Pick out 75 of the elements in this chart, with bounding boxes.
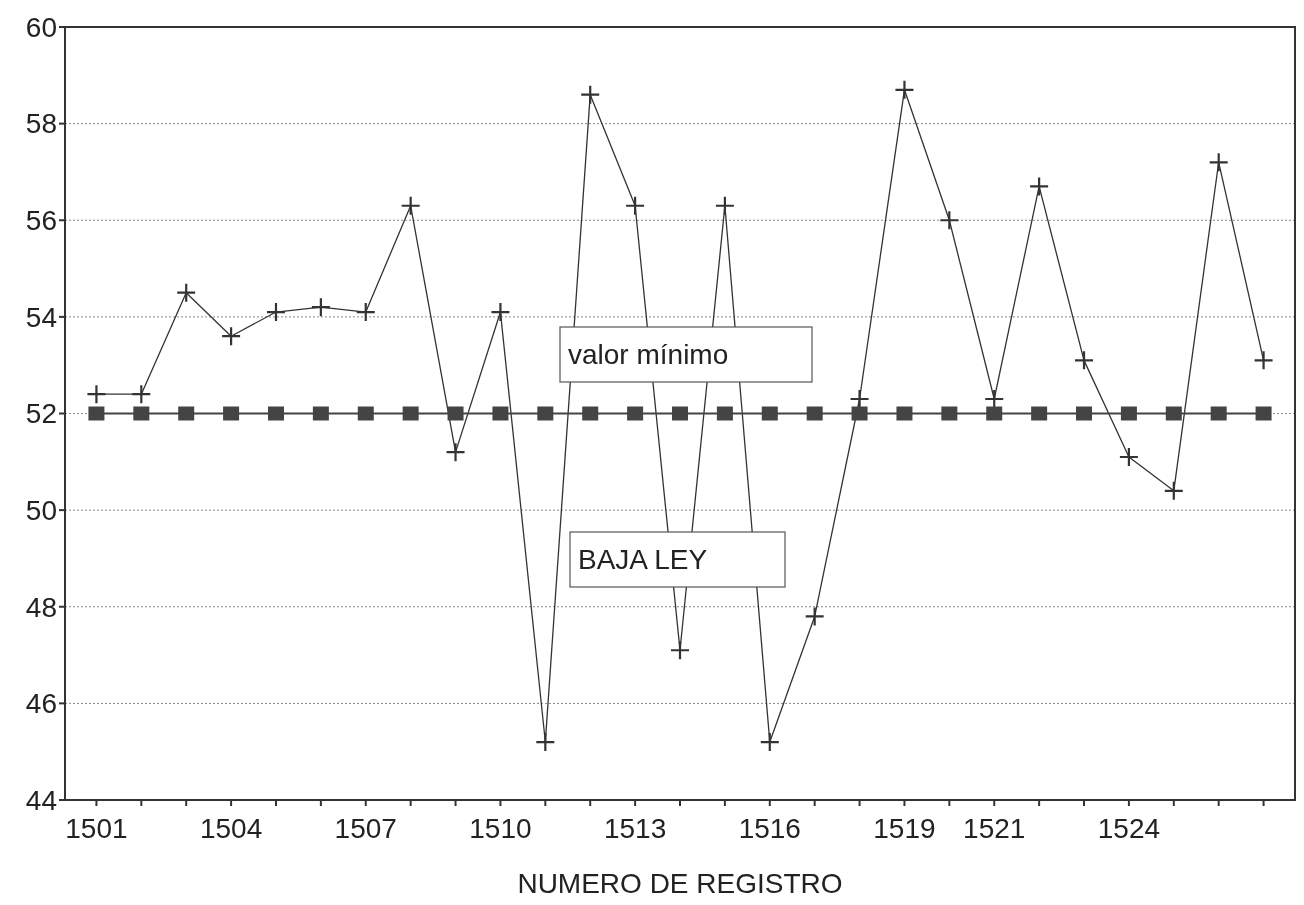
point <box>447 406 464 421</box>
annotation: BAJA LEY <box>578 544 708 575</box>
x-tick-label: 1516 <box>738 813 801 844</box>
point <box>806 406 823 421</box>
y-tick-label: 50 <box>25 494 57 526</box>
point <box>88 406 105 421</box>
point <box>86 384 107 405</box>
point <box>580 84 601 105</box>
point <box>178 406 195 421</box>
point <box>1253 350 1274 371</box>
point <box>1210 406 1227 421</box>
point <box>1255 406 1272 421</box>
point <box>1120 406 1137 421</box>
x-tick-label: 1513 <box>603 813 667 844</box>
point <box>714 195 735 216</box>
x-tick-label: 1501 <box>65 813 128 844</box>
point <box>265 301 287 323</box>
point <box>1208 152 1229 173</box>
point <box>1118 446 1140 468</box>
y-tick-label: 54 <box>25 301 57 333</box>
point <box>1029 176 1050 197</box>
point <box>1163 480 1184 501</box>
point <box>939 210 960 231</box>
point <box>267 406 284 421</box>
y-tick-label: 58 <box>25 108 57 140</box>
annotation: valor mínimo <box>568 339 729 370</box>
x-axis-title: NUMERO DE REGISTRO <box>517 868 843 899</box>
x-tick-label: 1519 <box>873 813 936 844</box>
point <box>402 406 419 421</box>
point <box>849 388 870 410</box>
point <box>669 640 691 661</box>
y-tick-label: 44 <box>25 784 57 816</box>
point <box>1073 350 1095 371</box>
point <box>625 195 646 216</box>
point <box>1165 406 1182 421</box>
point <box>492 406 509 421</box>
point <box>1031 406 1048 421</box>
point <box>537 406 554 421</box>
point <box>804 606 825 627</box>
point <box>400 195 421 216</box>
point <box>941 406 958 421</box>
point <box>896 406 913 421</box>
point <box>310 297 331 318</box>
x-tick-label: 1510 <box>469 813 532 844</box>
point <box>223 406 240 421</box>
y-tick-label: 52 <box>25 398 57 430</box>
y-tick-label: 56 <box>25 205 57 237</box>
point <box>176 282 197 303</box>
x-tick-label: 1504 <box>199 813 263 844</box>
x-tick-label: 1507 <box>334 813 397 844</box>
point <box>357 406 374 421</box>
point <box>131 384 152 405</box>
x-tick-label: 1521 <box>963 813 1026 844</box>
point <box>355 301 376 323</box>
point <box>894 79 915 100</box>
point <box>535 731 556 753</box>
point <box>445 442 466 463</box>
point <box>220 326 242 347</box>
y-tick-label: 60 <box>25 11 57 43</box>
point <box>672 406 688 421</box>
point <box>312 406 329 421</box>
y-tick-label: 48 <box>25 591 57 623</box>
point <box>851 406 868 421</box>
point <box>761 406 778 421</box>
point <box>716 406 733 421</box>
point <box>490 301 511 323</box>
point <box>582 406 599 421</box>
point <box>986 406 1003 421</box>
point <box>1076 406 1093 421</box>
point <box>984 388 1005 410</box>
point <box>759 731 780 753</box>
x-tick-label: 1524 <box>1097 813 1161 844</box>
point <box>133 406 150 421</box>
y-tick-label: 46 <box>25 688 57 720</box>
point <box>627 406 644 421</box>
